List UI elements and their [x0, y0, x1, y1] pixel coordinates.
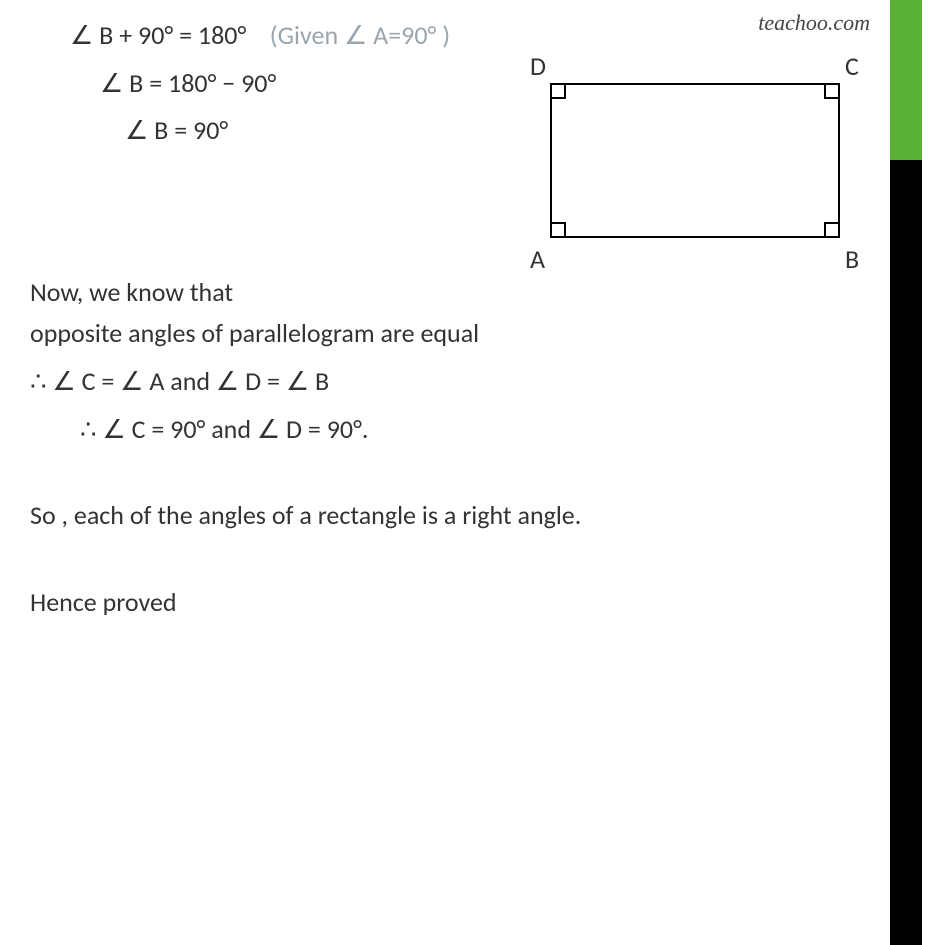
paragraph-1: Now, we know that	[30, 272, 581, 314]
right-angle-mark-icon	[824, 222, 838, 236]
rectangle-diagram: D C A B	[530, 58, 860, 268]
equation-line-3: ∠ B = 90°	[30, 110, 581, 152]
sidebar-green-stripe	[890, 0, 922, 160]
right-angle-mark-icon	[552, 222, 566, 236]
vertex-label-b: B	[845, 243, 859, 275]
eq1-text: ∠ B + 90° = 180°	[70, 19, 246, 51]
paragraph-4: ∴ ∠ C = 90° and ∠ D = 90°.	[30, 409, 581, 451]
equation-line-1: ∠ B + 90° = 180° (Given ∠ A=90° )	[30, 15, 581, 57]
rectangle-shape	[550, 83, 840, 238]
sidebar-black-stripe	[890, 160, 922, 945]
paragraph-2: opposite angles of parallelogram are equ…	[30, 313, 581, 355]
right-angle-mark-icon	[824, 85, 838, 99]
equation-line-2: ∠ B = 180° − 90°	[30, 63, 581, 105]
watermark: teachoo.com	[758, 10, 870, 36]
paragraph-5: So , each of the angles of a rectangle i…	[30, 495, 581, 537]
vertex-label-d: D	[530, 50, 546, 82]
paragraph-3: ∴ ∠ C = ∠ A and ∠ D = ∠ B	[30, 361, 581, 403]
vertex-label-c: C	[845, 50, 859, 82]
vertex-label-a: A	[530, 243, 545, 275]
paragraph-6: Hence proved	[30, 582, 581, 624]
given-note: (Given ∠ A=90° )	[270, 19, 450, 51]
right-angle-mark-icon	[552, 85, 566, 99]
